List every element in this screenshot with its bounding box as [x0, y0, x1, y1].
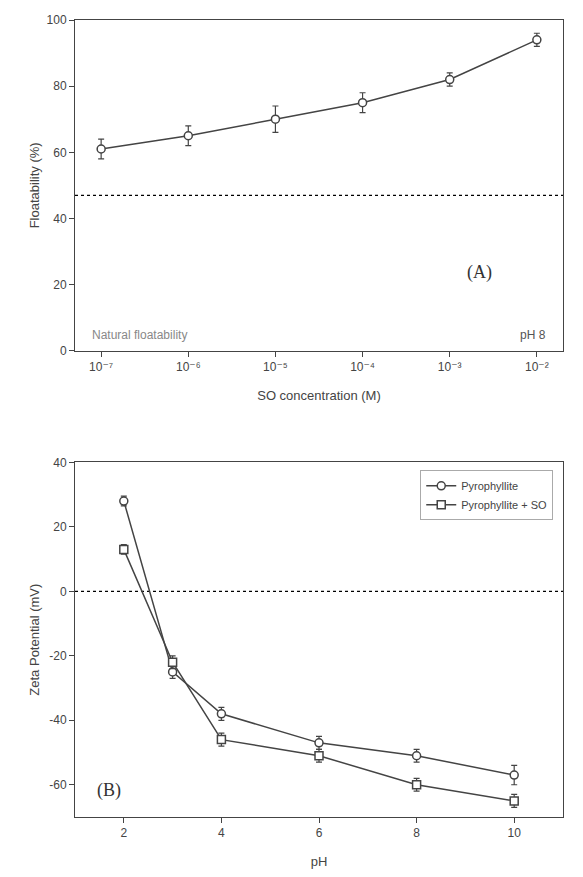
svg-text:-20: -20	[49, 649, 67, 663]
svg-text:-60: -60	[49, 778, 67, 792]
svg-text:(A): (A)	[467, 262, 492, 283]
svg-text:10: 10	[508, 826, 522, 840]
svg-text:pH 8: pH 8	[520, 328, 546, 342]
svg-text:10⁻⁵: 10⁻⁵	[263, 360, 288, 374]
svg-text:10⁻⁷: 10⁻⁷	[89, 360, 113, 374]
svg-text:SO concentration (M): SO concentration (M)	[257, 388, 381, 403]
svg-text:2: 2	[120, 826, 127, 840]
svg-text:Pyrophyllite: Pyrophyllite	[461, 480, 518, 492]
svg-text:40: 40	[53, 456, 67, 470]
svg-text:100: 100	[47, 13, 67, 27]
svg-text:80: 80	[53, 79, 67, 93]
svg-text:(B): (B)	[97, 780, 121, 801]
svg-text:20: 20	[53, 520, 67, 534]
svg-text:Natural floatability: Natural floatability	[92, 328, 187, 342]
svg-text:8: 8	[413, 826, 420, 840]
svg-text:Floatability (%): Floatability (%)	[27, 142, 42, 228]
svg-text:10⁻⁴: 10⁻⁴	[350, 360, 375, 374]
svg-text:60: 60	[53, 146, 67, 160]
svg-text:10⁻²: 10⁻²	[525, 360, 549, 374]
svg-text:20: 20	[53, 278, 67, 292]
svg-text:Pyrophyllite + SO: Pyrophyllite + SO	[461, 499, 547, 511]
svg-text:0: 0	[60, 585, 67, 599]
svg-text:40: 40	[53, 212, 67, 226]
svg-text:10⁻⁶: 10⁻⁶	[176, 360, 201, 374]
svg-text:0: 0	[60, 344, 67, 358]
svg-text:10⁻³: 10⁻³	[438, 360, 462, 374]
svg-text:6: 6	[316, 826, 323, 840]
svg-text:Zeta Potential (mV): Zeta Potential (mV)	[27, 584, 42, 696]
svg-text:4: 4	[218, 826, 225, 840]
svg-text:-40: -40	[49, 713, 67, 727]
svg-text:pH: pH	[311, 854, 328, 869]
